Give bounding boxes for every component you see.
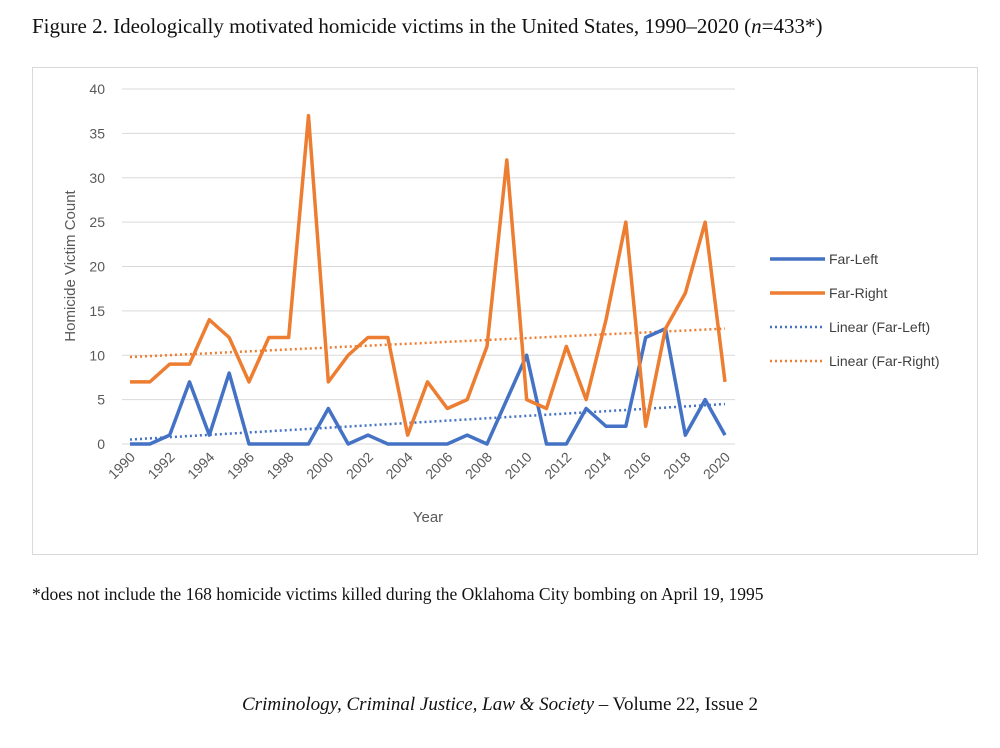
y-tick-label: 15 <box>89 303 105 319</box>
journal-footer: Criminology, Criminal Justice, Law & Soc… <box>0 694 1000 716</box>
journal-name: Criminology, Criminal Justice, Law & Soc… <box>242 694 595 715</box>
x-tick-label: 2010 <box>501 449 534 482</box>
legend-label: Far-Left <box>829 251 878 267</box>
x-tick-label: 1998 <box>263 449 296 482</box>
y-tick-label: 20 <box>89 259 105 275</box>
x-tick-label: 2018 <box>660 449 693 482</box>
x-tick-label: 2004 <box>382 449 415 482</box>
x-tick-label: 2012 <box>541 449 574 482</box>
x-tick-label: 1992 <box>144 449 177 482</box>
y-axis-label: Homicide Victim Count <box>62 189 79 341</box>
y-tick-label: 10 <box>89 347 105 363</box>
title-n: n <box>751 14 762 38</box>
x-tick-label: 1994 <box>184 449 217 482</box>
x-tick-label: 2020 <box>700 449 733 482</box>
x-axis-label: Year <box>413 509 443 526</box>
title-suffix: =433*) <box>761 14 823 38</box>
y-tick-label: 30 <box>89 170 105 186</box>
x-tick-label: 1996 <box>224 449 257 482</box>
y-tick-label: 40 <box>89 81 105 97</box>
y-tick-label: 25 <box>89 214 105 230</box>
y-tick-label: 0 <box>97 436 105 452</box>
x-tick-label: 2000 <box>303 449 336 482</box>
journal-issue: – Volume 22, Issue 2 <box>594 694 758 715</box>
y-tick-label: 35 <box>89 125 105 141</box>
trendline-far-right <box>129 327 726 359</box>
x-tick-label: 1990 <box>105 449 138 482</box>
chart-area <box>32 67 978 555</box>
legend-label: Far-Right <box>829 285 887 301</box>
figure-title: Figure 2. Ideologically motivated homici… <box>32 14 822 39</box>
legend-label: Linear (Far-Right) <box>829 353 939 369</box>
title-text: Figure 2. Ideologically motivated homici… <box>32 14 752 38</box>
x-tick-label: 2016 <box>620 449 653 482</box>
x-tick-label: 2006 <box>422 449 455 482</box>
x-tick-label: 2002 <box>343 449 376 482</box>
x-tick-label: 2014 <box>581 449 614 482</box>
x-tick-label: 2008 <box>462 449 495 482</box>
y-tick-label: 5 <box>97 392 105 408</box>
footnote: *does not include the 168 homicide victi… <box>32 584 764 604</box>
legend-label: Linear (Far-Left) <box>829 319 930 335</box>
trendline-far-left <box>129 402 726 441</box>
